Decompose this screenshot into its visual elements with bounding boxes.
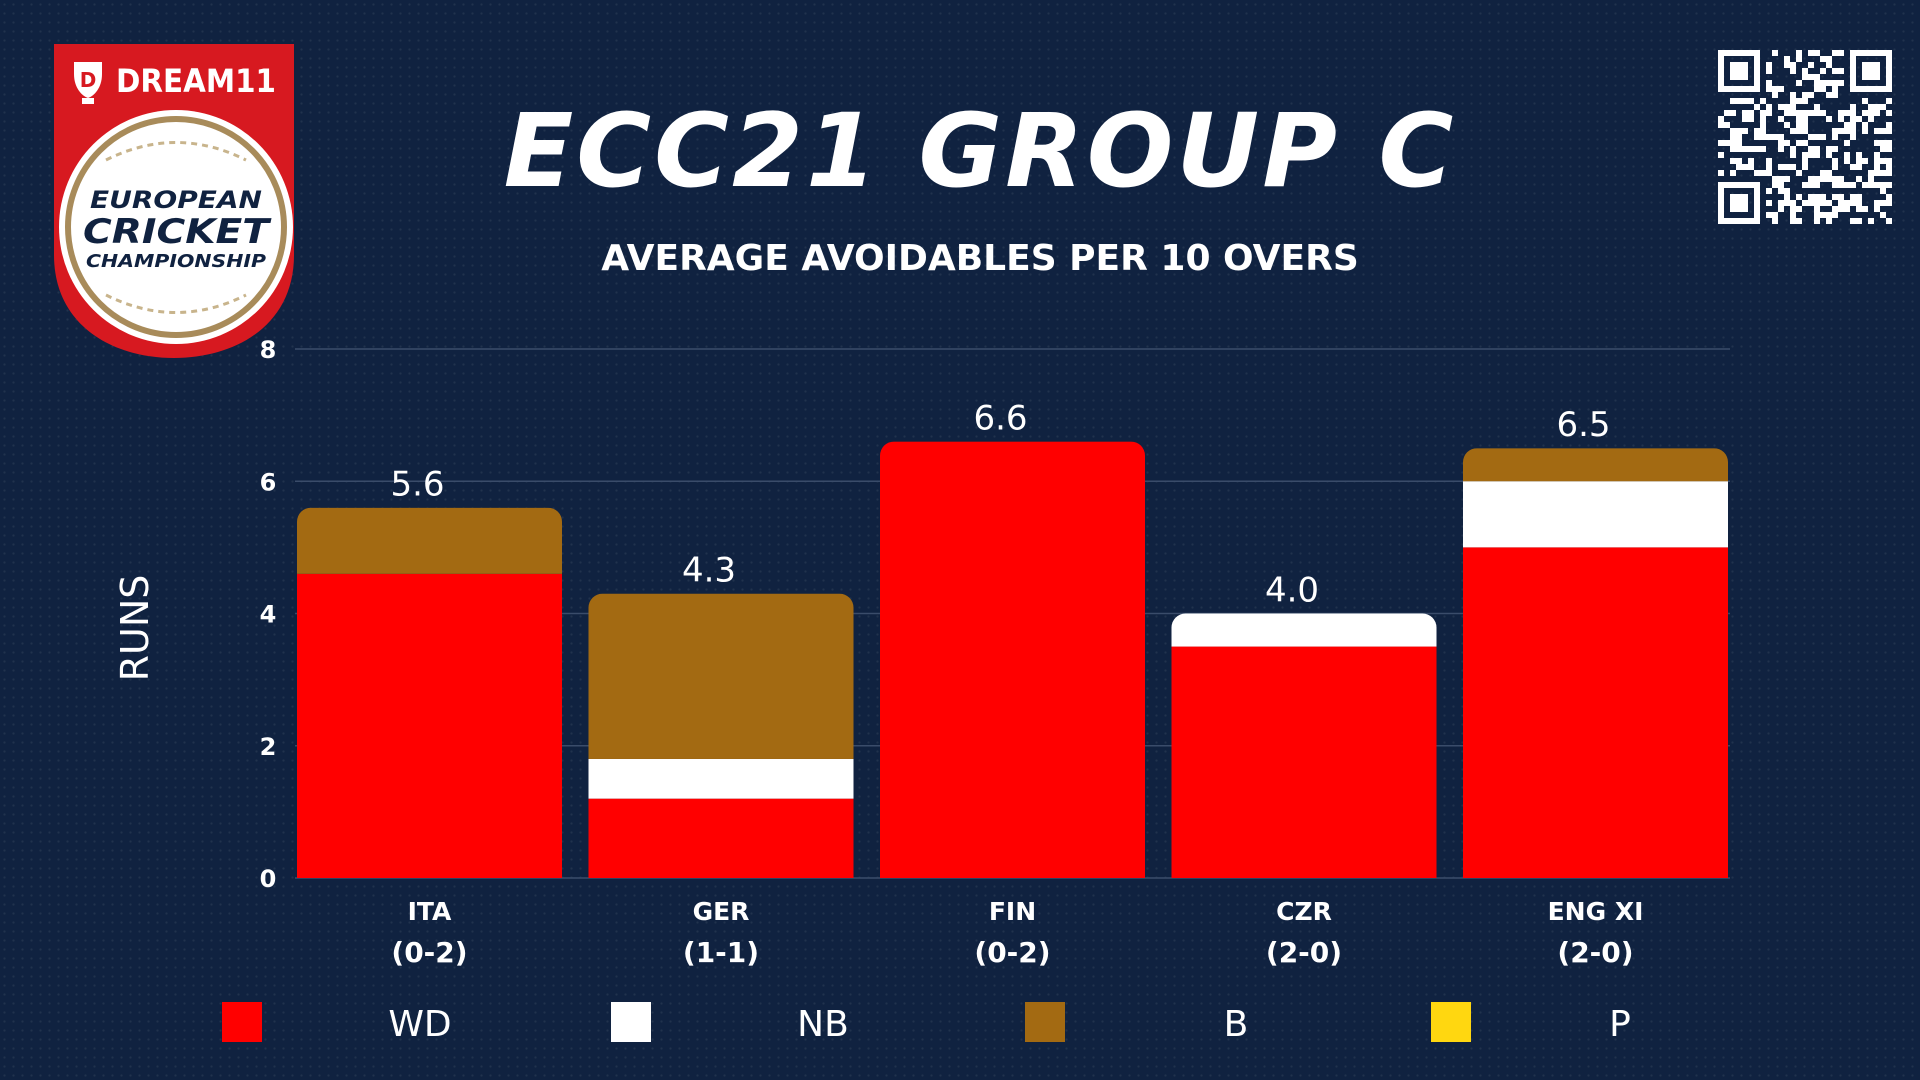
championship-logo: D DREAM11 EUROPEAN CRICKET CHAMPIONSHIP: [54, 44, 294, 358]
bar-total-label: 6.6: [973, 399, 1027, 439]
legend-label-p: P: [1609, 1004, 1631, 1045]
bar-segment-wd: [588, 798, 854, 878]
logo-line-1: EUROPEAN: [90, 186, 262, 214]
bar-total-label: 5.6: [390, 465, 444, 505]
bar-total-label: 4.3: [682, 551, 736, 591]
x-tick-record: (2-0): [1266, 936, 1342, 969]
x-tick-record: (1-1): [683, 936, 759, 969]
bar-group-ita: [297, 507, 562, 878]
y-tick-label: 6: [260, 468, 277, 496]
legend-swatch-b: [1025, 1002, 1065, 1042]
bar-segment-b: [588, 593, 854, 759]
y-tick-label: 8: [260, 336, 277, 364]
bar-segment-wd: [880, 441, 1145, 878]
legend-swatch-nb: [611, 1002, 651, 1042]
y-tick-label: 0: [260, 865, 277, 893]
sponsor-name: DREAM11: [116, 62, 276, 100]
bar-segment-b: [1463, 448, 1728, 482]
svg-text:D: D: [80, 68, 97, 92]
logo-line-3: CHAMPIONSHIP: [86, 251, 266, 272]
x-tick-team: GER: [693, 897, 750, 926]
bar-group-ger: [588, 593, 854, 878]
legend-swatch-wd: [222, 1002, 262, 1042]
x-axis-ticks: ITA (0-2) GER (1-1) FIN (0-2) CZR (2-0) ENG XI (2…: [391, 897, 1643, 969]
y-tick-label: 4: [260, 601, 277, 629]
bar-total-labels: 5.6 4.3 6.6 4.0 6.5: [390, 399, 1610, 611]
legend-label-b: B: [1224, 1004, 1249, 1045]
legend-label-wd: WD: [388, 1004, 451, 1045]
bars: [297, 441, 1728, 878]
x-tick-record: (0-2): [391, 936, 467, 969]
y-tick-label: 2: [260, 733, 277, 761]
bar-group-czr: [1171, 613, 1437, 878]
bar-segment-wd: [1171, 646, 1437, 878]
bar-total-label: 6.5: [1556, 405, 1610, 445]
page-title: ECC21 GROUP C: [503, 92, 1457, 211]
chart-subtitle: AVERAGE AVOIDABLES PER 10 OVERS: [601, 238, 1359, 279]
bar-segment-nb: [1463, 481, 1728, 548]
bar-group-fin: [880, 441, 1145, 878]
bar-segment-wd: [1463, 547, 1728, 878]
legend: WD NB B P: [222, 1002, 1631, 1045]
bar-segment-nb: [588, 758, 854, 799]
bar-segment-b: [297, 507, 562, 574]
y-axis-ticks: 0 2 4 6 8: [260, 336, 277, 893]
bar-total-label: 4.0: [1265, 571, 1319, 611]
x-tick-team: ENG XI: [1548, 897, 1644, 926]
y-axis-label: RUNS: [113, 575, 157, 682]
qr-code-icon: [1718, 50, 1892, 224]
bar-group-eng-xi: [1463, 448, 1728, 878]
legend-label-nb: NB: [797, 1004, 849, 1045]
x-tick-team: FIN: [989, 897, 1036, 926]
x-tick-record: (0-2): [974, 936, 1050, 969]
bar-segment-nb: [1171, 613, 1437, 647]
x-tick-team: ITA: [408, 897, 452, 926]
bar-segment-wd: [297, 573, 562, 878]
x-tick-team: CZR: [1276, 897, 1332, 926]
logo-line-2: CRICKET: [83, 212, 272, 252]
dream11-icon: D: [74, 62, 102, 104]
legend-swatch-p: [1431, 1002, 1471, 1042]
x-tick-record: (2-0): [1557, 936, 1633, 969]
